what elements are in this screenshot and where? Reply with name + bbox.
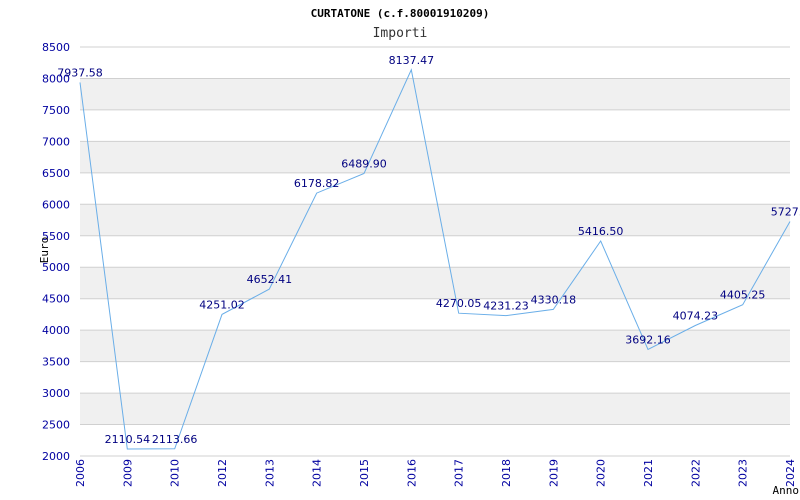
x-tick-label: 2022 [689, 459, 702, 487]
x-tick-label: 2019 [547, 459, 560, 487]
y-tick-label: 4500 [42, 293, 70, 306]
y-tick-label: 4000 [42, 324, 70, 337]
y-tick-label: 5500 [42, 230, 70, 243]
y-tick-label: 6000 [42, 198, 70, 211]
x-tick-label: 2023 [737, 459, 750, 487]
series-line-group [79, 68, 791, 450]
data-label: 5416.50 [578, 225, 624, 238]
data-label: 5727.4 [771, 205, 800, 218]
y-tick-label: 7000 [42, 135, 70, 148]
data-label: 4652.41 [247, 273, 293, 286]
grid-band [80, 393, 790, 425]
data-label: 2110.54 [105, 433, 151, 446]
data-label: 4251.02 [199, 298, 245, 311]
x-axis-ticks: 2006 2009 2010 2012 2013 2014 2015 2016 2017 2018… [74, 459, 797, 487]
chart-subtitle: Importi [373, 26, 428, 41]
x-tick-label: 2014 [311, 459, 324, 487]
data-label: 3692.16 [625, 334, 671, 347]
data-label: 2113.66 [152, 433, 198, 446]
grid-band [80, 267, 790, 299]
x-tick-label: 2013 [263, 459, 276, 487]
y-axis-ticks: 2000 2500 3000 3500 4000 4500 5000 5500 6000 6500… [42, 41, 70, 463]
x-tick-label: 2012 [216, 459, 229, 487]
x-tick-label: 2024 [784, 459, 797, 487]
y-tick-label: 3500 [42, 356, 70, 369]
x-tick-label: 2006 [74, 459, 87, 487]
y-tick-label: 2000 [42, 450, 70, 463]
x-tick-label: 2010 [169, 459, 182, 487]
series-line [79, 68, 791, 450]
grid-band [80, 78, 790, 110]
x-tick-label: 2017 [453, 459, 466, 487]
y-tick-label: 3000 [42, 387, 70, 400]
x-tick-label: 2016 [405, 459, 418, 487]
chart-title: CURTATONE (c.f.80001910209) [311, 7, 490, 20]
x-tick-label: 2020 [595, 459, 608, 487]
grid-lines [80, 46, 790, 457]
data-label: 4405.25 [720, 289, 766, 302]
grid-band [80, 330, 790, 362]
grid-bands [80, 78, 790, 425]
y-tick-label: 8500 [42, 41, 70, 54]
y-tick-label: 7500 [42, 104, 70, 117]
data-label: 4270.05 [436, 297, 482, 310]
data-label: 4074.23 [673, 309, 719, 322]
data-label: 4330.18 [531, 293, 577, 306]
y-tick-label: 6500 [42, 167, 70, 180]
y-tick-label: 2500 [42, 419, 70, 432]
x-tick-label: 2009 [121, 459, 134, 487]
data-label: 4231.23 [483, 300, 529, 313]
data-label: 6178.82 [294, 177, 340, 190]
x-tick-label: 2021 [642, 459, 655, 487]
y-tick-label: 5000 [42, 261, 70, 274]
data-label: 6489.90 [341, 157, 387, 170]
grid-band [80, 204, 790, 236]
x-axis-label: Anno [773, 484, 800, 497]
y-axis-label: Euro [38, 237, 51, 264]
grid-band [80, 141, 790, 173]
x-tick-label: 2018 [500, 459, 513, 487]
y-tick-label: 8000 [42, 72, 70, 85]
x-tick-label: 2015 [358, 459, 371, 487]
data-label: 8137.47 [389, 54, 435, 67]
data-label: 7937.58 [57, 66, 103, 79]
